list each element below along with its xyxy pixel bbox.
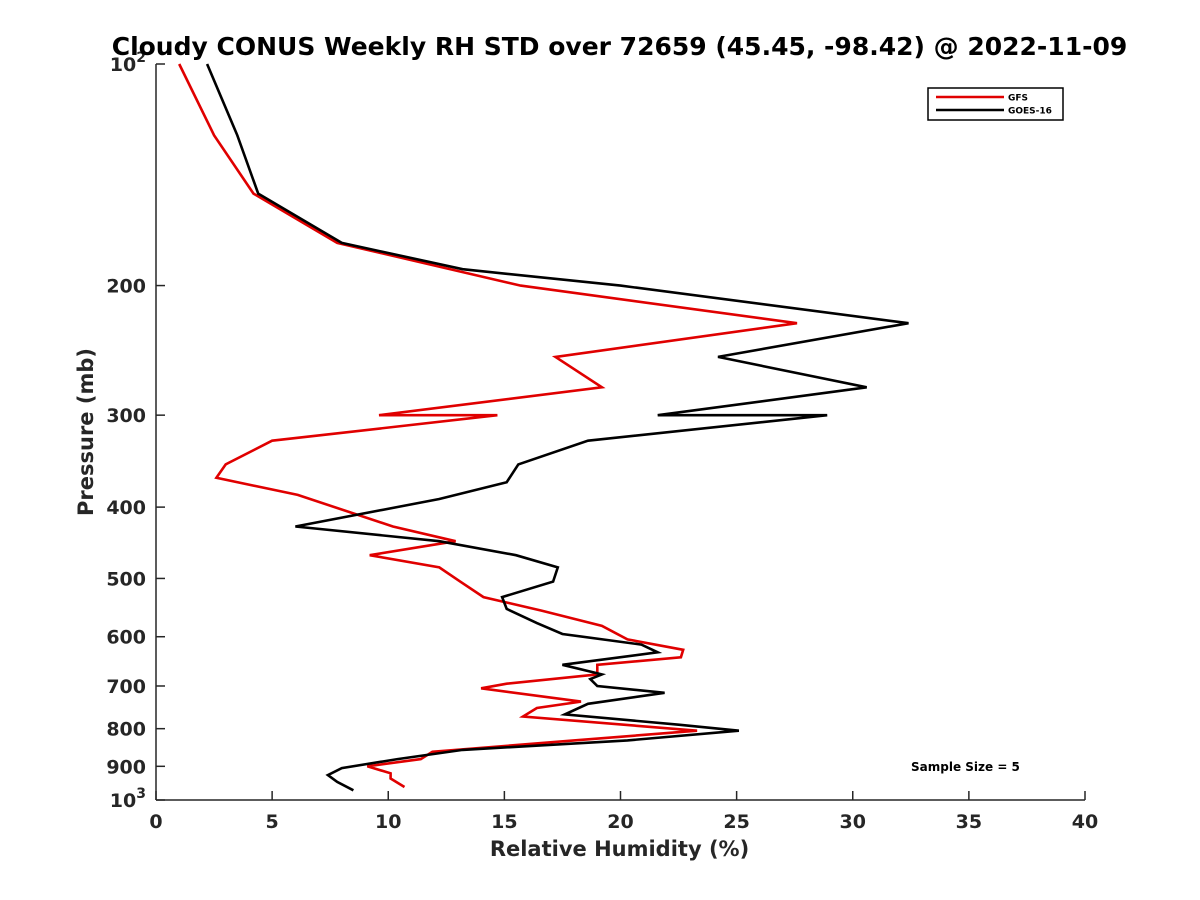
x-tick-label: 25 (723, 811, 749, 833)
plot-area (156, 64, 1085, 800)
y-tick-label: 600 (106, 627, 146, 649)
y-axis-label: Pressure (mb) (74, 348, 98, 516)
x-tick-label: 0 (149, 811, 162, 833)
y-tick-label: 103 (110, 786, 146, 812)
chart-title: Cloudy CONUS Weekly RH STD over 72659 (4… (112, 32, 1128, 61)
x-tick-label: 40 (1072, 811, 1098, 833)
x-axis-label: Relative Humidity (%) (490, 837, 749, 861)
series-line-goes-16 (205, 63, 909, 792)
x-tick-label: 15 (491, 811, 517, 833)
y-tick-label: 800 (106, 719, 146, 741)
y-tick-label: 500 (106, 568, 146, 590)
legend-entry: GFS (1008, 94, 1028, 104)
ticks-layer: 0 5 10 15 20 25 30 35 40 102 200 300 400 500 600 700 800… (106, 50, 1098, 833)
y-tick-label: 102 (110, 50, 146, 76)
x-tick-label: 35 (956, 811, 982, 833)
x-tick-label: 5 (266, 811, 279, 833)
legend: GFS GOES-16 (927, 87, 1064, 121)
y-tick-label: 400 (106, 497, 146, 519)
series-line-gfs (178, 63, 798, 789)
series-layer (178, 63, 909, 792)
y-tick-label: 900 (106, 756, 146, 778)
sample-size-annotation: Sample Size = 5 (911, 760, 1020, 774)
axes-background (156, 64, 1085, 800)
y-tick-label: 200 (106, 276, 146, 298)
y-tick-label: 700 (106, 676, 146, 698)
y-tick-label: 300 (106, 405, 146, 427)
legend-entry: GOES-16 (1008, 107, 1052, 117)
legend-box (927, 87, 1064, 121)
x-tick-label: 20 (607, 811, 633, 833)
x-tick-label: 10 (375, 811, 401, 833)
x-tick-label: 30 (840, 811, 866, 833)
